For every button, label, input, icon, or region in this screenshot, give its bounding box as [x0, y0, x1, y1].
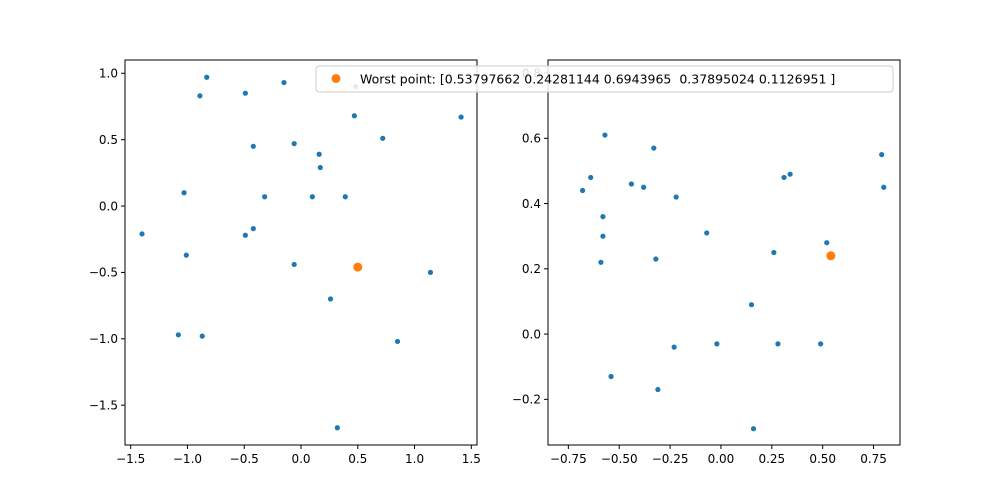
data-point [641, 184, 647, 190]
data-point [281, 79, 287, 86]
legend-label: Worst point: [0.53797662 0.24281144 0.69… [360, 72, 835, 87]
data-point [197, 93, 203, 99]
data-point [579, 187, 586, 194]
data-point [881, 184, 887, 190]
y-tick-label: 0.0 [99, 199, 118, 213]
data-point [427, 269, 434, 276]
data-point [704, 230, 710, 236]
y-tick-label: −0.5 [89, 266, 118, 280]
data-point [671, 344, 677, 350]
y-tick-label: 0.5 [99, 133, 118, 147]
x-tick-label: −0.75 [550, 452, 587, 466]
left-scatter-panel: −1.5 −1.0 −0.5 0.0 0.5 1.0 1.5 −1.5 −1.0 −0.5 0.0 0… [89, 59, 481, 466]
data-point [781, 174, 787, 181]
data-point [181, 190, 187, 196]
data-point [824, 240, 830, 246]
x-tick-label: 1.5 [462, 452, 481, 466]
data-point [598, 259, 604, 265]
data-point [600, 233, 606, 239]
data-point [242, 232, 248, 238]
data-point [771, 249, 777, 256]
data-point [175, 332, 181, 338]
data-point [673, 194, 679, 200]
x-tick-label: 0.50 [809, 452, 836, 466]
y-tick-label: −1.5 [89, 398, 118, 412]
data-point [714, 341, 720, 347]
x-tick-label: −0.25 [652, 452, 689, 466]
legend-box [315, 65, 894, 93]
data-point [879, 152, 885, 158]
data-point [748, 302, 755, 308]
data-point [750, 426, 757, 432]
y-tick-label: 0.6 [522, 132, 541, 146]
data-point [458, 114, 464, 120]
data-point [342, 194, 348, 200]
y-tick-label: −1.0 [89, 332, 118, 346]
data-point [139, 231, 145, 237]
data-point [199, 333, 205, 339]
data-point [655, 386, 661, 393]
legend: Worst point: [0.53797662 0.24281144 0.69… [315, 65, 894, 93]
data-point [183, 252, 189, 258]
x-tick-label: 0.00 [708, 452, 735, 466]
data-point [250, 143, 256, 149]
data-point [394, 338, 401, 345]
data-point [204, 74, 210, 80]
data-point [775, 341, 781, 347]
data-point [316, 151, 322, 157]
data-point [602, 132, 608, 138]
y-tick-label: 0.0 [522, 327, 541, 341]
data-point [334, 425, 340, 431]
x-tick-label: −0.5 [230, 452, 259, 466]
data-point [291, 141, 297, 147]
x-tick-label: 0.5 [348, 452, 367, 466]
data-point [309, 194, 315, 200]
data-point [600, 214, 606, 220]
axes-frame [547, 59, 901, 446]
data-point [291, 261, 297, 268]
x-tick-label: −0.50 [601, 452, 638, 466]
y-tick-label: 0.2 [522, 262, 541, 276]
x-tick-label: 0.0 [291, 452, 310, 466]
data-point [787, 171, 793, 177]
x-tick-label: 0.25 [758, 452, 785, 466]
data-point [608, 373, 614, 380]
data-point [628, 181, 635, 187]
y-tick-label: 0.4 [522, 197, 541, 211]
worst-point [353, 262, 363, 272]
data-point [317, 164, 323, 171]
x-tick-label: −1.0 [173, 452, 202, 466]
x-tick-label: 0.75 [860, 452, 887, 466]
worst-point [826, 251, 836, 261]
data-point [250, 226, 256, 232]
right-scatter-panel: −0.75 −0.50 −0.25 0.00 0.25 0.50 0.75 −0.2 0.0 0.… [512, 59, 901, 466]
y-tick-label: −0.2 [512, 393, 541, 407]
data-point [588, 174, 594, 181]
data-point [380, 135, 386, 141]
x-tick-label: −1.5 [116, 452, 145, 466]
x-tick-label: 1.0 [405, 452, 424, 466]
data-point [651, 145, 657, 151]
data-point [818, 341, 824, 347]
data-point [327, 296, 334, 302]
y-tick-label: 1.0 [99, 67, 118, 81]
data-point [351, 113, 357, 119]
data-point [262, 194, 268, 200]
legend-marker [331, 74, 341, 83]
data-point [653, 256, 659, 262]
data-point [242, 90, 248, 96]
